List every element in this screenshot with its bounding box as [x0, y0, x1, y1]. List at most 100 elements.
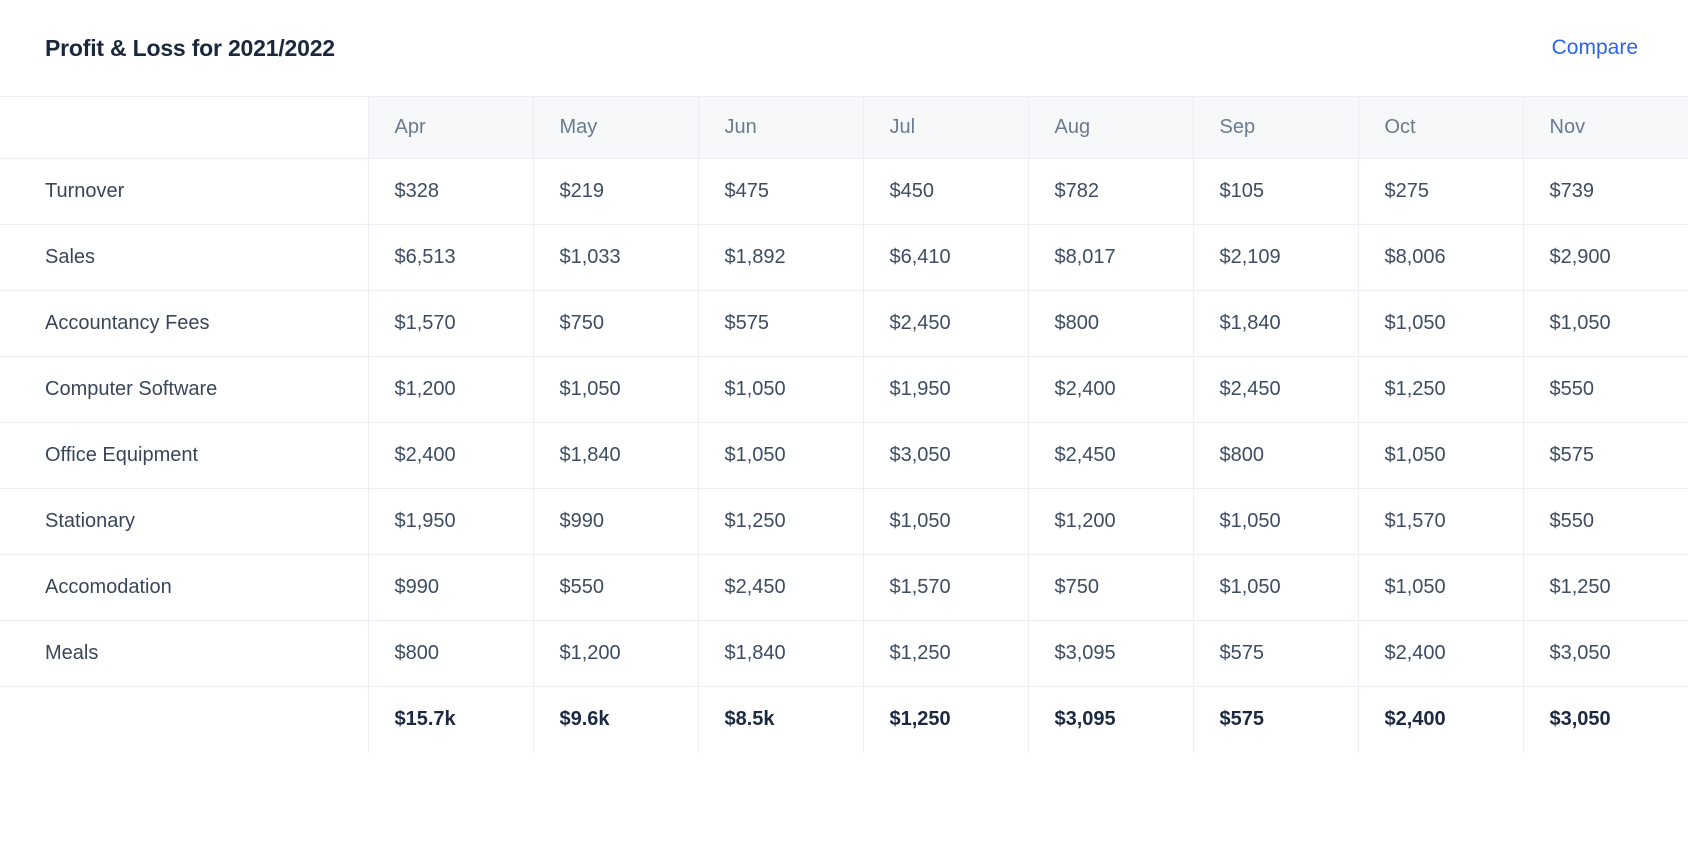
cell-value: $6,513 — [367, 224, 533, 291]
column-header-month: Nov — [1522, 96, 1688, 159]
month-header-row: Apr May Jun Jul Aug Sep Oct Nov — [0, 96, 1688, 159]
cell-value: $1,840 — [532, 422, 698, 489]
cell-value: $1,250 — [697, 488, 863, 555]
cell-value: $2,400 — [367, 422, 533, 489]
cell-value: $550 — [1522, 356, 1688, 423]
row-label: Turnover — [0, 158, 368, 225]
cell-value: $1,250 — [1522, 554, 1688, 621]
cell-value: $1,200 — [1027, 488, 1193, 555]
cell-value: $1,050 — [532, 356, 698, 423]
cell-value: $475 — [697, 158, 863, 225]
total-value: $3,050 — [1522, 686, 1688, 753]
cell-value: $1,050 — [697, 422, 863, 489]
cell-value: $3,050 — [862, 422, 1028, 489]
cell-value: $1,050 — [1522, 290, 1688, 357]
cell-value: $2,400 — [1027, 356, 1193, 423]
pl-table: Apr May Jun Jul Aug Sep Oct Nov Turnover $328 $21… — [0, 96, 1688, 753]
row-label: Accountancy Fees — [0, 290, 368, 357]
cell-value: $800 — [1192, 422, 1358, 489]
cell-value: $1,840 — [1192, 290, 1358, 357]
cell-value: $990 — [532, 488, 698, 555]
total-value: $1,250 — [862, 686, 1028, 753]
table-row: Office Equipment $2,400 $1,840 $1,050 $3,050… — [0, 422, 1688, 489]
table-row: Turnover $328 $219 $475 $450 $782 $105 $275 $739 — [0, 158, 1688, 225]
page-title: Profit & Loss for 2021/2022 — [45, 34, 335, 61]
row-label: Accomodation — [0, 554, 368, 621]
cell-value: $1,950 — [367, 488, 533, 555]
cell-value: $6,410 — [862, 224, 1028, 291]
cell-value: $2,900 — [1522, 224, 1688, 291]
cell-value: $1,250 — [862, 620, 1028, 687]
cell-value: $575 — [697, 290, 863, 357]
total-value: $8.5k — [697, 686, 863, 753]
table-row: Meals $800 $1,200 $1,840 $1,250 $3,095 $575 $2,… — [0, 620, 1688, 687]
cell-value: $2,450 — [1027, 422, 1193, 489]
cell-value: $2,450 — [697, 554, 863, 621]
cell-value: $2,450 — [862, 290, 1028, 357]
cell-value: $1,050 — [1357, 422, 1523, 489]
table-row: Sales $6,513 $1,033 $1,892 $6,410 $8,017 $2,10… — [0, 224, 1688, 291]
cell-value: $1,840 — [697, 620, 863, 687]
cell-value: $750 — [1027, 554, 1193, 621]
row-label: Meals — [0, 620, 368, 687]
cell-value: $990 — [367, 554, 533, 621]
column-header-month: Aug — [1027, 96, 1193, 159]
cell-value: $782 — [1027, 158, 1193, 225]
cell-value: $328 — [367, 158, 533, 225]
cell-value: $1,892 — [697, 224, 863, 291]
cell-value: $1,050 — [862, 488, 1028, 555]
cell-value: $575 — [1192, 620, 1358, 687]
total-value: $2,400 — [1357, 686, 1523, 753]
table-row: Stationary $1,950 $990 $1,250 $1,050 $1,200 $1… — [0, 488, 1688, 555]
row-label: Office Equipment — [0, 422, 368, 489]
cell-value: $550 — [1522, 488, 1688, 555]
total-value: $15.7k — [367, 686, 533, 753]
totals-label-cell — [0, 686, 368, 753]
cell-value: $1,570 — [1357, 488, 1523, 555]
row-label: Stationary — [0, 488, 368, 555]
cell-value: $739 — [1522, 158, 1688, 225]
cell-value: $1,033 — [532, 224, 698, 291]
cell-value: $1,200 — [532, 620, 698, 687]
cell-value: $1,570 — [862, 554, 1028, 621]
cell-value: $3,095 — [1027, 620, 1193, 687]
column-header-month: Sep — [1192, 96, 1358, 159]
cell-value: $1,200 — [367, 356, 533, 423]
column-header-month: May — [532, 96, 698, 159]
total-value: $575 — [1192, 686, 1358, 753]
table-row: Computer Software $1,200 $1,050 $1,050 $1,95… — [0, 356, 1688, 423]
cell-value: $575 — [1522, 422, 1688, 489]
table-row: Accomodation $990 $550 $2,450 $1,570 $750 $1,0… — [0, 554, 1688, 621]
widget-header: Profit & Loss for 2021/2022 Compare — [0, 0, 1688, 96]
column-header-month: Oct — [1357, 96, 1523, 159]
cell-value: $1,250 — [1357, 356, 1523, 423]
cell-value: $1,050 — [1357, 290, 1523, 357]
cell-value: $3,050 — [1522, 620, 1688, 687]
row-label-header — [0, 96, 368, 159]
column-header-month: Apr — [367, 96, 533, 159]
cell-value: $800 — [367, 620, 533, 687]
cell-value: $275 — [1357, 158, 1523, 225]
pl-table-scroll-area[interactable]: Apr May Jun Jul Aug Sep Oct Nov Turnover $328 $21… — [0, 96, 1688, 753]
totals-row: $15.7k $9.6k $8.5k $1,250 $3,095 $575 $2,400 $3… — [0, 686, 1688, 753]
total-value: $3,095 — [1027, 686, 1193, 753]
cell-value: $1,950 — [862, 356, 1028, 423]
cell-value: $1,570 — [367, 290, 533, 357]
cell-value: $2,109 — [1192, 224, 1358, 291]
cell-value: $800 — [1027, 290, 1193, 357]
cell-value: $219 — [532, 158, 698, 225]
compare-link[interactable]: Compare — [1551, 36, 1638, 59]
cell-value: $1,050 — [1192, 554, 1358, 621]
column-header-month: Jul — [862, 96, 1028, 159]
table-row: Accountancy Fees $1,570 $750 $575 $2,450 $800… — [0, 290, 1688, 357]
cell-value: $8,006 — [1357, 224, 1523, 291]
total-value: $9.6k — [532, 686, 698, 753]
cell-value: $1,050 — [697, 356, 863, 423]
cell-value: $450 — [862, 158, 1028, 225]
column-header-month: Jun — [697, 96, 863, 159]
row-label: Computer Software — [0, 356, 368, 423]
cell-value: $1,050 — [1357, 554, 1523, 621]
cell-value: $2,400 — [1357, 620, 1523, 687]
cell-value: $2,450 — [1192, 356, 1358, 423]
cell-value: $550 — [532, 554, 698, 621]
